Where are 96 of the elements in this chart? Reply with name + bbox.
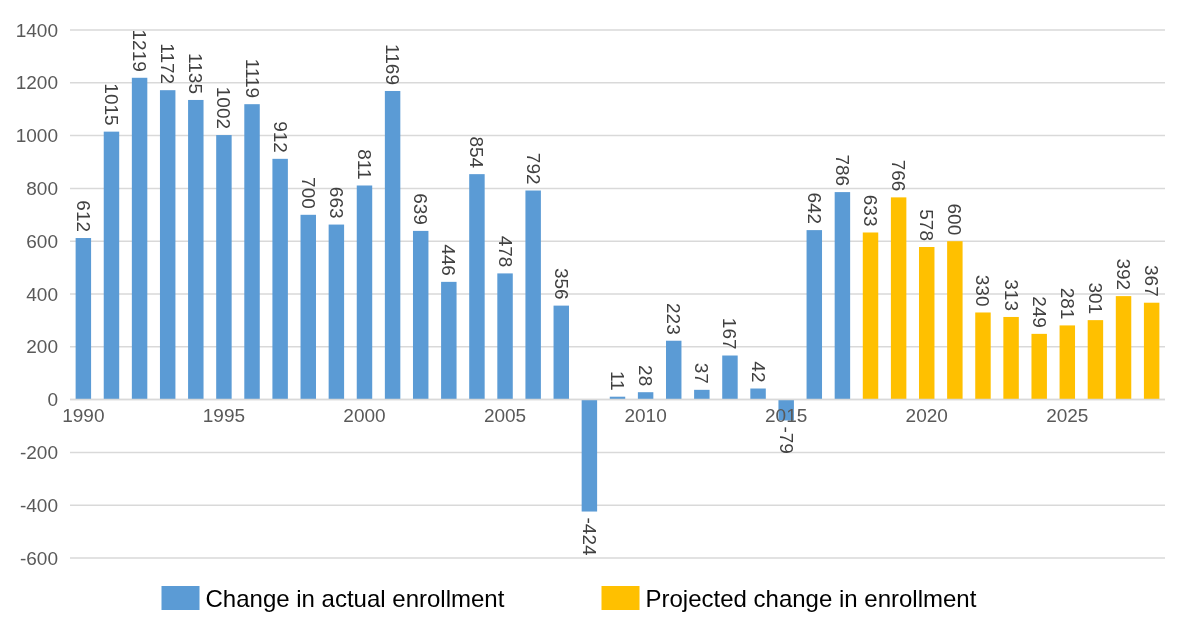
- bar: [1115, 296, 1132, 400]
- bar: [384, 90, 401, 400]
- data-label: 912: [269, 121, 291, 153]
- x-tick-label: 1995: [202, 404, 246, 426]
- bar: [159, 90, 176, 400]
- data-label: 301: [1084, 282, 1106, 315]
- data-label: 446: [438, 244, 460, 276]
- data-label: 1015: [100, 83, 122, 126]
- bar: [834, 192, 851, 400]
- x-tick-label: 2005: [483, 404, 527, 426]
- bar: [1031, 333, 1047, 400]
- data-label: 612: [72, 200, 94, 233]
- data-label: 663: [325, 186, 347, 219]
- bar: [441, 281, 457, 400]
- data-label: 811: [353, 149, 375, 180]
- data-label: 281: [1056, 287, 1078, 320]
- data-label: 1219: [129, 29, 151, 72]
- y-tick-label: 1200: [15, 72, 58, 94]
- bar: [722, 355, 738, 400]
- y-tick-label: 200: [26, 336, 58, 358]
- x-tick-label: 1990: [62, 404, 105, 426]
- data-label: 633: [860, 194, 882, 227]
- bar: [103, 131, 120, 400]
- y-tick-label: 400: [26, 283, 58, 305]
- bar: [300, 214, 316, 400]
- bar: [356, 185, 373, 400]
- data-label: 700: [297, 177, 319, 209]
- data-label: 330: [972, 274, 994, 307]
- bar: [131, 77, 148, 400]
- data-label: 478: [494, 235, 516, 268]
- y-tick-label: -400: [19, 494, 58, 516]
- data-label: 167: [719, 317, 741, 350]
- y-tick-label: 600: [26, 230, 58, 252]
- data-label: 356: [550, 267, 572, 300]
- bar: [1087, 320, 1104, 400]
- x-tick-label: 2010: [624, 404, 667, 426]
- data-label: 367: [1141, 265, 1163, 297]
- bar: [328, 224, 345, 400]
- bar: [525, 190, 541, 400]
- bar: [1003, 316, 1019, 400]
- y-tick-label: -200: [19, 441, 58, 463]
- y-tick-label: 1400: [15, 19, 58, 41]
- bar: [806, 230, 823, 400]
- bar: [244, 104, 260, 400]
- data-label: 223: [663, 303, 685, 335]
- data-label: 37: [691, 362, 713, 384]
- y-tick-label: 1000: [15, 125, 58, 147]
- data-label: 1119: [241, 58, 263, 99]
- data-label: 313: [1000, 279, 1022, 311]
- bar: [637, 392, 654, 400]
- data-label: 28: [635, 365, 657, 387]
- x-tick-label: 2025: [1046, 404, 1089, 426]
- bar: [75, 238, 92, 400]
- data-label: 766: [888, 159, 910, 192]
- data-label: 392: [1113, 258, 1135, 291]
- bar: [188, 99, 204, 400]
- y-tick-label: 0: [47, 389, 58, 411]
- bar: [1059, 325, 1076, 400]
- data-label: 854: [466, 136, 488, 169]
- bar: [694, 389, 710, 400]
- data-label: 11: [607, 370, 628, 391]
- bar: [412, 230, 429, 400]
- bar: [553, 305, 570, 400]
- data-label: 642: [803, 192, 825, 225]
- y-tick-label: 800: [26, 177, 58, 199]
- y-tick-label: -600: [19, 547, 58, 569]
- bar: [750, 388, 766, 400]
- x-tick-label: 2000: [343, 404, 386, 426]
- legend-label: Change in actual enrollment: [205, 584, 505, 612]
- data-label: 1002: [213, 86, 235, 130]
- legend-label: Projected change in enrollment: [645, 584, 977, 612]
- data-label: 1172: [157, 43, 179, 85]
- x-tick-label: 2020: [905, 404, 948, 426]
- data-label: 792: [522, 152, 544, 185]
- data-label: 578: [916, 209, 938, 242]
- bar: [497, 273, 513, 400]
- bar: [272, 158, 288, 400]
- data-label: 600: [944, 203, 966, 236]
- data-label: 42: [747, 361, 769, 383]
- data-label: -79: [775, 426, 797, 454]
- data-label: 249: [1028, 296, 1050, 328]
- bar: [666, 340, 682, 400]
- data-label: 1169: [382, 44, 404, 85]
- data-label: -424: [578, 517, 600, 556]
- bar: [975, 312, 991, 400]
- data-label: 1135: [185, 53, 207, 94]
- bar: [469, 174, 485, 400]
- bar: [1143, 302, 1160, 400]
- bar: [581, 399, 598, 512]
- bar: [890, 197, 907, 400]
- bar: [862, 232, 879, 400]
- data-label: 786: [831, 154, 853, 187]
- bar: [947, 241, 963, 400]
- data-label: 639: [410, 193, 432, 225]
- bar: [919, 247, 935, 400]
- bar: [216, 135, 232, 400]
